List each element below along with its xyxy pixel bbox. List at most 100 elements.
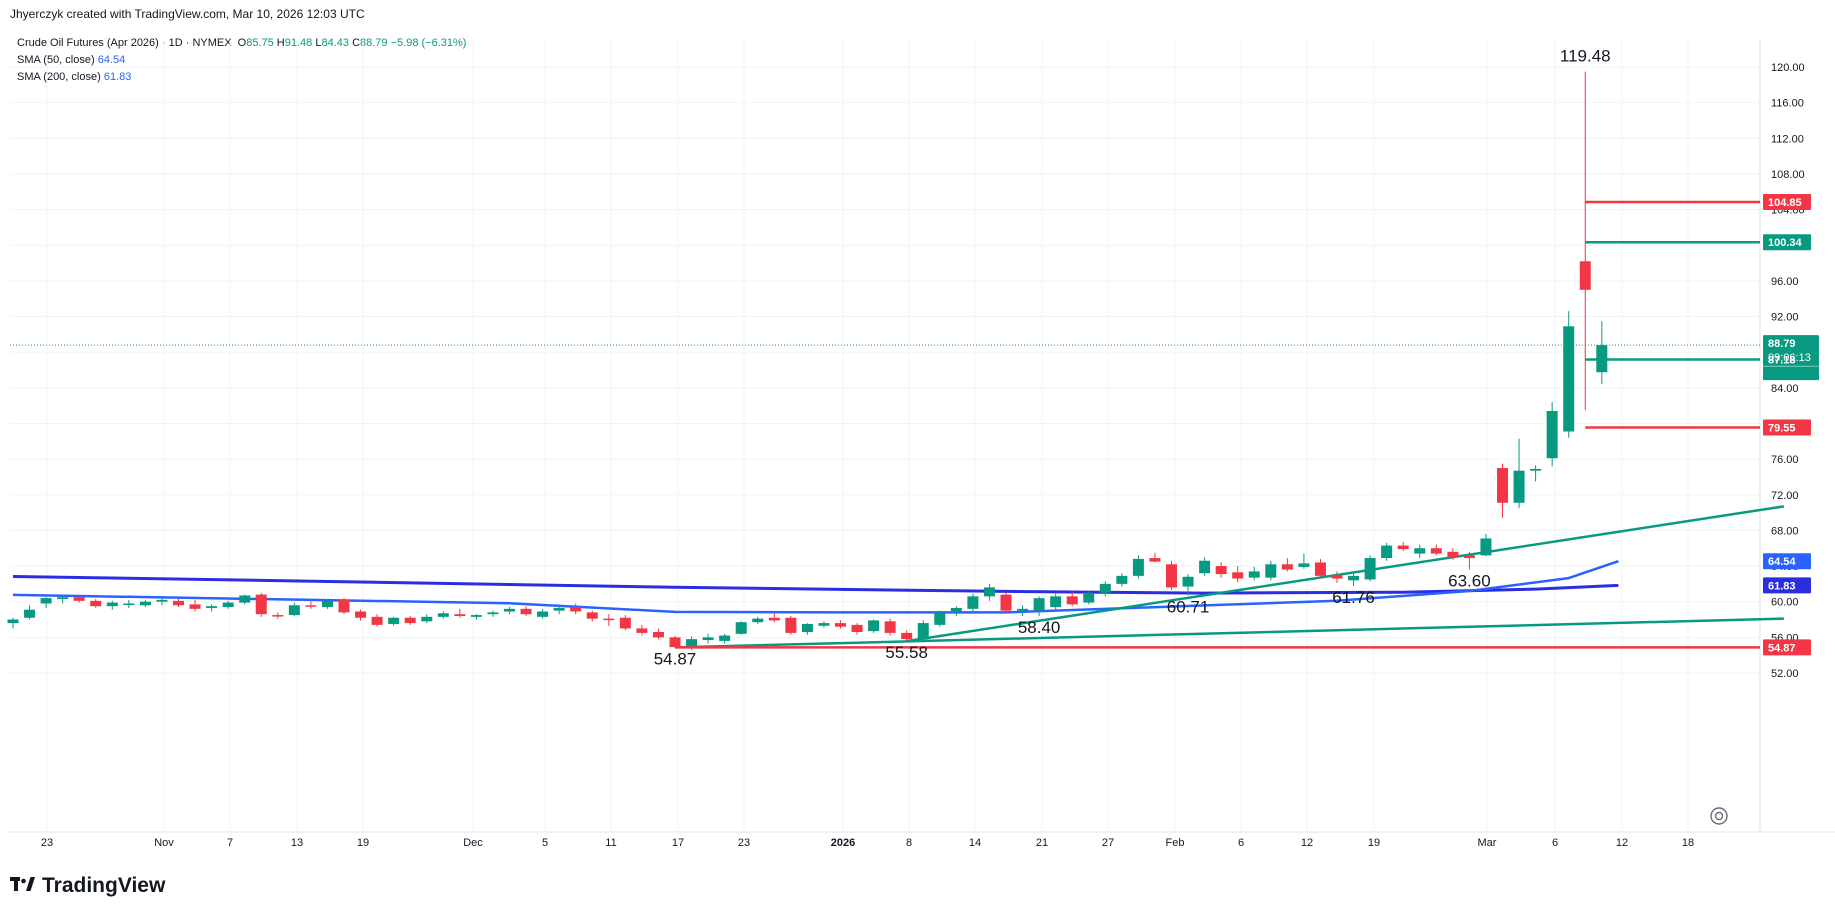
- candle-body: [735, 622, 747, 634]
- x-tick-label: 21: [1036, 837, 1048, 849]
- candle-body: [1348, 575, 1360, 581]
- ohlc-open-value: 85.75: [246, 37, 274, 49]
- x-tick-label: Feb: [1166, 837, 1185, 849]
- candle-body: [156, 599, 168, 602]
- candle-body: [24, 609, 36, 618]
- price-annotation: 119.48: [1560, 47, 1611, 66]
- candle-body: [1166, 564, 1177, 588]
- candle-body: [719, 635, 731, 641]
- y-tick-label: 92.00: [1771, 312, 1799, 324]
- trendlines: [10, 344, 1785, 649]
- candle-body: [851, 624, 863, 633]
- candle-body: [1281, 564, 1293, 570]
- sma50-label: SMA (50, close): [17, 54, 95, 66]
- sma-tag: 64.54: [1768, 556, 1796, 568]
- candle-body: [768, 617, 780, 621]
- y-tick-label: 116.00: [1771, 98, 1804, 110]
- candle-body: [1397, 545, 1409, 550]
- candle-body: [901, 632, 913, 640]
- countdown-tag: 09:06:13: [1768, 352, 1811, 364]
- candle-body: [206, 606, 218, 608]
- candle-body: [934, 612, 946, 625]
- candle-body: [1546, 410, 1558, 459]
- last-price-tag-bg: [1763, 335, 1819, 381]
- candle-body: [1414, 548, 1426, 554]
- level-tag: 87.18: [1768, 354, 1796, 366]
- candle-body: [636, 628, 648, 633]
- level-tag-bg: [1763, 419, 1811, 436]
- x-tick-label: 2026: [831, 837, 855, 849]
- candle-body: [537, 611, 549, 617]
- annotations: 54.87 55.58 58.40 60.71 61.76 63.60 119.48: [654, 47, 1611, 669]
- price-annotation: 60.71: [1167, 597, 1210, 616]
- x-tick-label: 7: [227, 837, 233, 849]
- candle-body: [1017, 608, 1029, 611]
- candle-body: [686, 639, 698, 648]
- level-tag: 79.55: [1768, 422, 1796, 434]
- candle-body: [835, 623, 846, 627]
- chart-legend: Crude Oil Futures (Apr 2026) · 1D · NYME…: [17, 35, 466, 86]
- level-tag: 100.34: [1768, 237, 1803, 249]
- price-annotation: 55.58: [885, 643, 928, 662]
- candle-body: [570, 607, 582, 612]
- grid: [10, 40, 1835, 833]
- price-annotation: 61.76: [1332, 588, 1375, 607]
- candle-body: [785, 617, 797, 633]
- candle-body: [239, 595, 251, 603]
- y-tick-label: 84.00: [1771, 383, 1799, 395]
- symbol-label: Crude Oil Futures (Apr 2026) · 1D · NYME…: [17, 37, 232, 49]
- candle-body: [40, 598, 52, 604]
- candle-body: [619, 617, 631, 629]
- candle-body: [520, 608, 532, 615]
- sma200-row[interactable]: SMA (200, close) 61.83: [17, 69, 466, 86]
- candle-body: [1513, 470, 1525, 503]
- candle-body: [57, 597, 69, 600]
- candle-body: [355, 611, 367, 618]
- sma-tag: 61.83: [1768, 580, 1796, 592]
- candle-body: [669, 637, 681, 648]
- candle-body: [1364, 558, 1376, 580]
- candle-body: [189, 604, 201, 609]
- candle-body: [1381, 545, 1393, 559]
- candle-body: [1000, 594, 1012, 611]
- y-tick-label: 112.00: [1771, 133, 1804, 145]
- candle-body: [1497, 468, 1508, 503]
- x-tick-label: Mar: [1478, 837, 1497, 849]
- tradingview-logo-icon: [10, 875, 36, 898]
- time-axis[interactable]: 23 Nov 7 13 19 Dec 5 11 17 23 2026 8 14 21 27 Feb 6 12 19 M…: [41, 837, 1694, 849]
- y-tick-label: 120.00: [1771, 62, 1805, 74]
- candle-body: [123, 603, 135, 605]
- candle-body: [652, 632, 664, 638]
- price-chart[interactable]: 54.87 55.58 58.40 60.71 61.76 63.60 119.48 52.…: [0, 0, 1835, 870]
- candle-body: [1430, 548, 1442, 554]
- chart-settings-icon[interactable]: [1710, 807, 1728, 825]
- sma50-line: [12, 560, 1619, 614]
- candle-body: [255, 594, 267, 615]
- candle-body: [305, 605, 317, 607]
- candle-body: [1083, 592, 1095, 603]
- tradingview-brand[interactable]: TradingView: [10, 874, 165, 898]
- x-tick-label: 18: [1682, 837, 1694, 849]
- candle-body: [139, 601, 151, 606]
- x-tick-label: Nov: [154, 837, 174, 849]
- icon-core: [1714, 811, 1724, 821]
- x-tick-label: 11: [605, 837, 616, 849]
- ohlc-change-value: −5.98 (−6.31%): [390, 37, 467, 49]
- candle-body: [1033, 598, 1045, 611]
- candle-body: [702, 637, 714, 641]
- sma50-row[interactable]: SMA (50, close) 64.54: [17, 52, 466, 69]
- ohlc-open-label: O: [237, 37, 247, 49]
- candle-body: [818, 623, 830, 626]
- candle-body: [1050, 596, 1062, 608]
- candle-body: [917, 623, 929, 640]
- candle-body: [371, 616, 383, 625]
- y-tick-label: 60.00: [1771, 597, 1799, 609]
- candle-body: [801, 623, 813, 633]
- level-tag-bg: [1763, 234, 1811, 251]
- candle-body: [1463, 555, 1475, 559]
- candle-body: [487, 612, 499, 615]
- candle-body: [1579, 261, 1591, 290]
- x-tick-label: 6: [1552, 837, 1558, 849]
- candle-body: [73, 597, 85, 601]
- last-price-tag: 88.79: [1768, 338, 1796, 350]
